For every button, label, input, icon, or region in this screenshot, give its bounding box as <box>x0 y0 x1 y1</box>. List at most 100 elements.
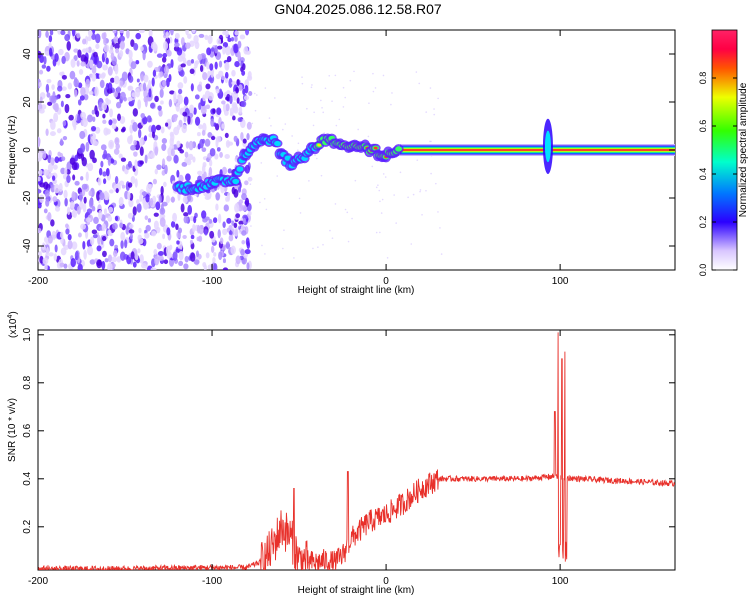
noise-speck <box>439 227 441 229</box>
noise-speck <box>181 124 188 134</box>
noise-speck <box>152 69 157 77</box>
noise-speck <box>231 220 235 226</box>
noise-speck <box>357 128 359 131</box>
noise-speck <box>227 168 232 174</box>
noise-speck <box>187 153 194 161</box>
noise-speck <box>247 176 253 182</box>
noise-speck <box>209 147 216 157</box>
noise-speck <box>116 256 122 263</box>
noise-speck <box>162 79 167 87</box>
ridge-peak <box>317 143 322 147</box>
noise-speck <box>185 30 189 36</box>
noise-speck <box>231 81 237 86</box>
noise-speck <box>130 175 136 184</box>
noise-speck <box>126 30 130 39</box>
noise-speck <box>86 208 93 214</box>
y-tick-label: -40 <box>22 238 33 253</box>
noise-speck <box>142 82 147 92</box>
noise-speck <box>99 192 105 201</box>
x-tick-label: -100 <box>202 276 222 287</box>
noise-speck <box>175 248 182 253</box>
x-tick-label: 0 <box>383 276 389 287</box>
noise-speck <box>81 156 87 167</box>
noise-speck <box>175 102 180 112</box>
noise-speck <box>190 59 195 64</box>
noise-speck <box>317 246 319 248</box>
noise-speck <box>103 208 108 215</box>
noise-speck <box>127 85 132 91</box>
noise-speck <box>118 153 123 159</box>
noise-speck <box>88 198 94 208</box>
noise-speck <box>218 251 223 261</box>
noise-speck <box>178 260 184 266</box>
noise-speck <box>238 84 243 92</box>
noise-speck <box>161 143 167 151</box>
noise-speck <box>199 65 204 73</box>
noise-speck <box>101 260 106 270</box>
noise-speck <box>245 30 250 36</box>
noise-speck <box>347 240 350 243</box>
noise-speck <box>375 231 378 234</box>
noise-speck <box>63 263 68 269</box>
noise-speck <box>190 252 196 262</box>
noise-speck <box>166 49 172 57</box>
noise-speck <box>133 139 137 146</box>
noise-speck <box>372 90 375 93</box>
noise-speck <box>282 128 284 131</box>
noise-speck <box>95 110 100 118</box>
noise-speck <box>374 87 377 89</box>
noise-speck <box>99 79 105 89</box>
noise-speck <box>38 137 41 147</box>
noise-speck <box>215 192 220 201</box>
noise-speck <box>142 50 146 61</box>
noise-speck <box>153 248 158 256</box>
spectrogram-x-ticks: -200 -100 0 100 <box>28 30 569 287</box>
noise-speck <box>331 100 333 102</box>
noise-speck <box>201 129 206 136</box>
noise-speck <box>183 215 189 224</box>
noise-speck <box>94 55 98 66</box>
noise-speck <box>187 115 191 125</box>
noise-speck <box>38 176 41 182</box>
noise-speck <box>346 211 349 214</box>
noise-speck <box>179 149 185 154</box>
noise-speck <box>210 245 215 253</box>
noise-speck <box>313 111 315 114</box>
noise-speck <box>177 227 183 234</box>
noise-speck <box>241 239 246 245</box>
noise-speck <box>210 47 215 52</box>
noise-speck <box>194 60 198 69</box>
noise-speck <box>371 165 374 168</box>
noise-speck <box>316 157 318 160</box>
x-tick-label: -200 <box>28 576 48 587</box>
noise-speck <box>144 232 150 239</box>
noise-speck <box>147 153 151 160</box>
noise-speck <box>110 77 115 83</box>
noise-speck <box>65 93 71 99</box>
noise-speck <box>312 247 314 250</box>
noise-speck <box>227 141 234 146</box>
noise-speck <box>74 180 80 186</box>
noise-speck <box>393 194 395 196</box>
noise-speck <box>212 217 218 224</box>
noise-speck <box>56 128 62 134</box>
noise-speck <box>113 90 118 98</box>
noise-speck <box>194 116 201 126</box>
noise-speck <box>92 157 97 164</box>
noise-speck <box>419 190 421 193</box>
noise-speck <box>222 258 227 264</box>
noise-speck <box>89 236 95 246</box>
noise-speck <box>40 244 47 254</box>
noise-speck <box>212 256 216 264</box>
noise-speck <box>89 149 95 160</box>
noise-speck <box>151 230 157 237</box>
noise-speck <box>78 68 84 75</box>
noise-speck <box>138 128 142 139</box>
noise-speck <box>62 136 68 141</box>
noise-speck <box>90 125 97 132</box>
noise-speck <box>353 70 355 73</box>
noise-speck <box>166 155 172 162</box>
noise-speck <box>82 38 87 45</box>
noise-speck <box>108 189 114 194</box>
